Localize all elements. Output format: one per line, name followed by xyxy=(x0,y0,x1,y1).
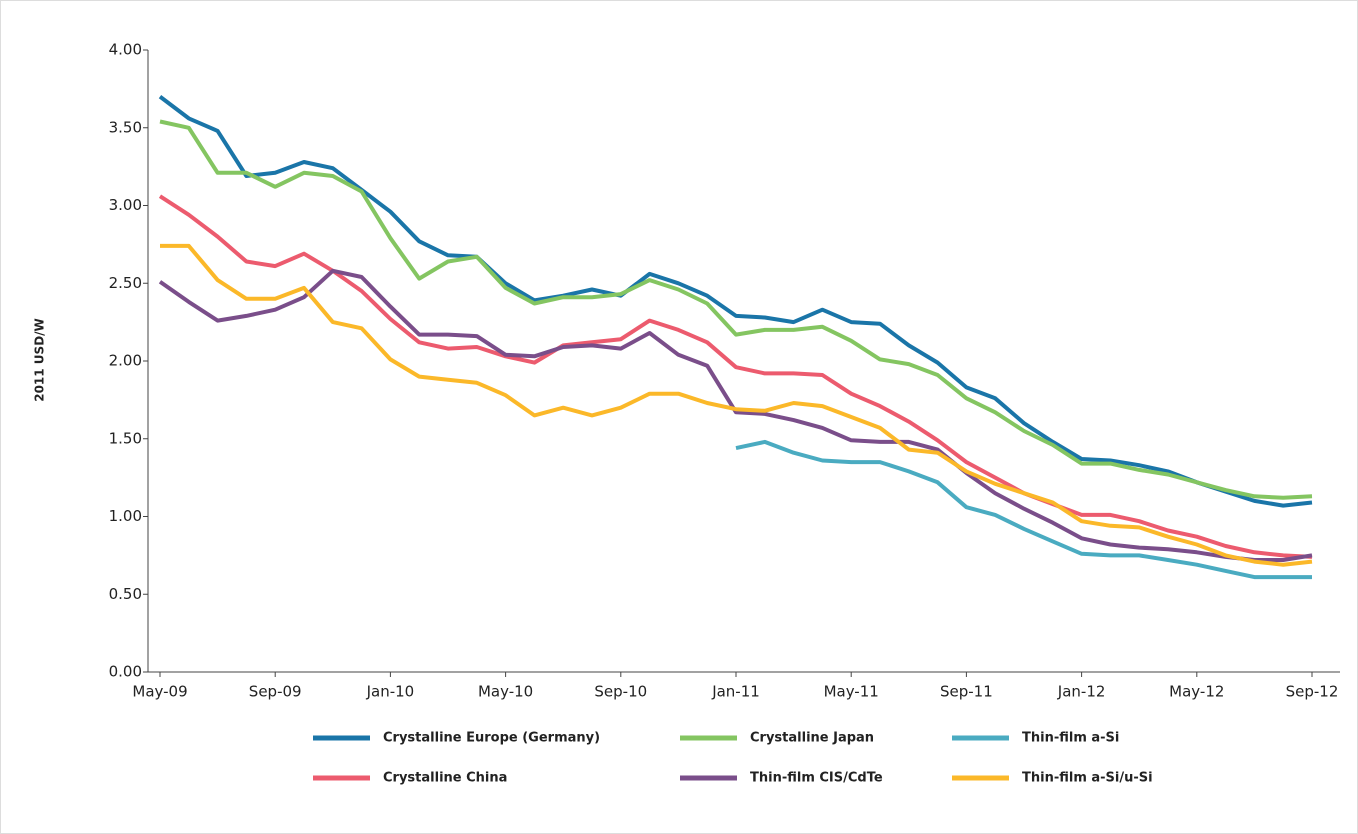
x-tick-label: Sep-11 xyxy=(940,683,993,701)
y-tick-label: 1.50 xyxy=(109,429,142,447)
legend-label: Crystalline Japan xyxy=(750,731,874,746)
y-tick-label: 2.00 xyxy=(109,352,142,370)
x-tick-label: May-09 xyxy=(132,683,187,701)
y-tick-label: 3.50 xyxy=(109,118,142,136)
line-series xyxy=(158,194,1313,559)
y-axis-label: 2011 USD/W xyxy=(33,318,47,402)
line-series xyxy=(158,268,1313,562)
legend-label: Thin-film CIS/CdTe xyxy=(750,771,883,786)
line-series xyxy=(735,439,1312,580)
line-series xyxy=(158,95,1313,508)
x-tick-label: Jan-10 xyxy=(366,683,415,701)
legend: Crystalline Europe (Germany) Crystalline … xyxy=(313,731,1153,786)
legend-label: Crystalline Europe (Germany) xyxy=(383,731,600,746)
x-tick-label: Jan-12 xyxy=(1057,683,1106,701)
y-tick-label: 0.50 xyxy=(109,585,142,603)
legend-label: Crystalline China xyxy=(383,771,507,786)
x-tick-label: Sep-09 xyxy=(249,683,302,701)
line-series xyxy=(160,243,1313,567)
y-tick-label: 4.00 xyxy=(109,41,142,59)
x-tick-label: May-12 xyxy=(1169,683,1224,701)
x-tick-label: Sep-10 xyxy=(594,683,647,701)
legend-label: Thin-film a-Si/u-Si xyxy=(1022,771,1153,786)
x-tick-label: Sep-12 xyxy=(1286,683,1339,701)
x-tick-label: Jan-11 xyxy=(711,683,760,701)
legend-label: Thin-film a-Si xyxy=(1022,731,1119,746)
y-tick-label: 3.00 xyxy=(109,196,142,214)
x-tick-label: May-11 xyxy=(824,683,879,701)
y-tick-label: 0.00 xyxy=(109,663,142,681)
line-series xyxy=(159,119,1313,500)
x-tick-label: May-10 xyxy=(478,683,533,701)
y-tick-label: 1.00 xyxy=(109,507,142,525)
y-tick-label: 2.50 xyxy=(109,274,142,292)
